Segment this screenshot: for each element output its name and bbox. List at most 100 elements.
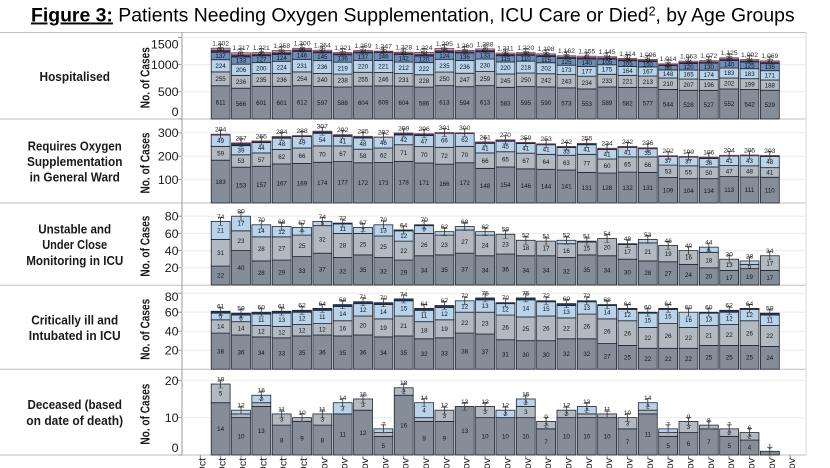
svg-text:65: 65 bbox=[502, 157, 509, 164]
svg-text:70: 70 bbox=[502, 295, 510, 302]
svg-text:257: 257 bbox=[235, 135, 247, 142]
svg-text:577: 577 bbox=[643, 101, 654, 108]
svg-text:26 Oct: 26 Oct bbox=[196, 458, 208, 468]
svg-text:111: 111 bbox=[745, 187, 755, 194]
svg-text:582: 582 bbox=[622, 100, 633, 107]
svg-text:154: 154 bbox=[500, 182, 511, 189]
svg-text:173: 173 bbox=[378, 180, 389, 187]
svg-text:202: 202 bbox=[662, 148, 674, 155]
svg-text:41: 41 bbox=[604, 151, 611, 158]
svg-text:16: 16 bbox=[685, 255, 692, 262]
svg-text:544: 544 bbox=[663, 101, 674, 108]
svg-text:246: 246 bbox=[378, 76, 389, 83]
svg-text:14: 14 bbox=[217, 324, 224, 331]
svg-text:22: 22 bbox=[685, 356, 692, 363]
svg-text:No. of Cases: No. of Cases bbox=[138, 299, 153, 360]
svg-text:15 Nov: 15 Nov bbox=[603, 457, 615, 468]
svg-text:19: 19 bbox=[380, 325, 387, 332]
svg-text:43: 43 bbox=[746, 158, 753, 165]
svg-text:153: 153 bbox=[236, 182, 247, 189]
svg-text:64: 64 bbox=[400, 222, 408, 229]
svg-text:1,145: 1,145 bbox=[599, 49, 616, 56]
svg-text:1,259: 1,259 bbox=[354, 43, 371, 50]
svg-text:124: 124 bbox=[439, 53, 450, 60]
svg-text:586: 586 bbox=[419, 100, 430, 107]
svg-text:25: 25 bbox=[360, 241, 367, 248]
svg-text:34: 34 bbox=[766, 248, 774, 255]
svg-text:11: 11 bbox=[258, 317, 265, 324]
svg-text:Deceased (based: Deceased (based bbox=[28, 397, 122, 412]
svg-text:52: 52 bbox=[522, 233, 530, 240]
svg-text:33: 33 bbox=[563, 149, 570, 156]
svg-text:15: 15 bbox=[543, 306, 550, 313]
svg-text:285: 285 bbox=[357, 129, 369, 136]
svg-text:44: 44 bbox=[705, 240, 713, 247]
svg-text:12 Nov: 12 Nov bbox=[542, 457, 554, 468]
svg-text:10: 10 bbox=[238, 434, 245, 441]
svg-text:72: 72 bbox=[441, 153, 448, 160]
svg-text:13 Nov: 13 Nov bbox=[562, 457, 574, 468]
svg-text:20: 20 bbox=[705, 274, 712, 281]
svg-text:1 Nov: 1 Nov bbox=[318, 457, 330, 468]
svg-text:20: 20 bbox=[165, 261, 179, 275]
svg-text:31 Oct: 31 Oct bbox=[298, 458, 310, 468]
svg-text:597: 597 bbox=[317, 100, 328, 107]
svg-text:60: 60 bbox=[165, 227, 179, 241]
svg-text:19: 19 bbox=[665, 251, 672, 258]
svg-text:61: 61 bbox=[278, 304, 286, 311]
svg-text:20 Nov: 20 Nov bbox=[705, 457, 717, 468]
svg-text:61: 61 bbox=[217, 304, 225, 311]
svg-text:40: 40 bbox=[165, 325, 179, 339]
svg-text:33: 33 bbox=[278, 351, 285, 358]
svg-text:15: 15 bbox=[359, 391, 367, 398]
svg-text:23: 23 bbox=[238, 238, 245, 245]
svg-text:175: 175 bbox=[602, 67, 613, 74]
svg-text:1,264: 1,264 bbox=[314, 43, 331, 50]
svg-text:60: 60 bbox=[165, 306, 179, 320]
svg-text:202: 202 bbox=[724, 81, 735, 88]
svg-text:66: 66 bbox=[482, 158, 489, 165]
svg-text:566: 566 bbox=[236, 101, 247, 108]
svg-text:1,069: 1,069 bbox=[761, 53, 778, 60]
svg-text:40: 40 bbox=[685, 243, 693, 250]
svg-text:7: 7 bbox=[626, 439, 630, 446]
svg-text:2: 2 bbox=[402, 389, 406, 396]
svg-text:47: 47 bbox=[421, 138, 428, 145]
svg-text:20: 20 bbox=[360, 323, 367, 330]
svg-text:18: 18 bbox=[421, 327, 428, 334]
svg-text:11: 11 bbox=[278, 406, 285, 413]
svg-text:35: 35 bbox=[400, 350, 407, 357]
svg-text:145: 145 bbox=[317, 54, 328, 61]
svg-text:255: 255 bbox=[581, 136, 593, 143]
svg-text:146: 146 bbox=[521, 183, 532, 190]
svg-text:26: 26 bbox=[421, 242, 428, 249]
svg-text:17: 17 bbox=[624, 249, 631, 256]
svg-text:32: 32 bbox=[583, 351, 590, 358]
svg-text:9: 9 bbox=[544, 414, 548, 421]
svg-text:13: 13 bbox=[258, 428, 265, 435]
svg-text:10: 10 bbox=[298, 410, 306, 417]
svg-text:8: 8 bbox=[707, 418, 711, 425]
svg-text:32: 32 bbox=[380, 268, 387, 275]
svg-text:12: 12 bbox=[563, 403, 571, 410]
svg-text:183: 183 bbox=[215, 179, 226, 186]
svg-text:42: 42 bbox=[400, 137, 407, 144]
svg-text:44: 44 bbox=[258, 145, 265, 152]
svg-text:220: 220 bbox=[358, 64, 369, 71]
svg-text:3: 3 bbox=[524, 409, 528, 416]
svg-text:71: 71 bbox=[400, 150, 407, 157]
svg-text:48: 48 bbox=[278, 141, 285, 148]
svg-text:18: 18 bbox=[705, 257, 712, 264]
svg-text:59: 59 bbox=[237, 306, 245, 313]
svg-text:48: 48 bbox=[746, 169, 753, 176]
svg-text:22: 22 bbox=[563, 326, 570, 333]
svg-text:10: 10 bbox=[563, 434, 570, 441]
svg-text:36: 36 bbox=[238, 349, 245, 356]
svg-text:34: 34 bbox=[421, 268, 428, 275]
svg-text:250: 250 bbox=[439, 76, 450, 83]
svg-text:188: 188 bbox=[765, 82, 776, 89]
svg-text:70: 70 bbox=[380, 295, 388, 302]
svg-text:166: 166 bbox=[439, 181, 450, 188]
svg-text:294: 294 bbox=[215, 127, 227, 134]
svg-text:13: 13 bbox=[461, 399, 469, 406]
